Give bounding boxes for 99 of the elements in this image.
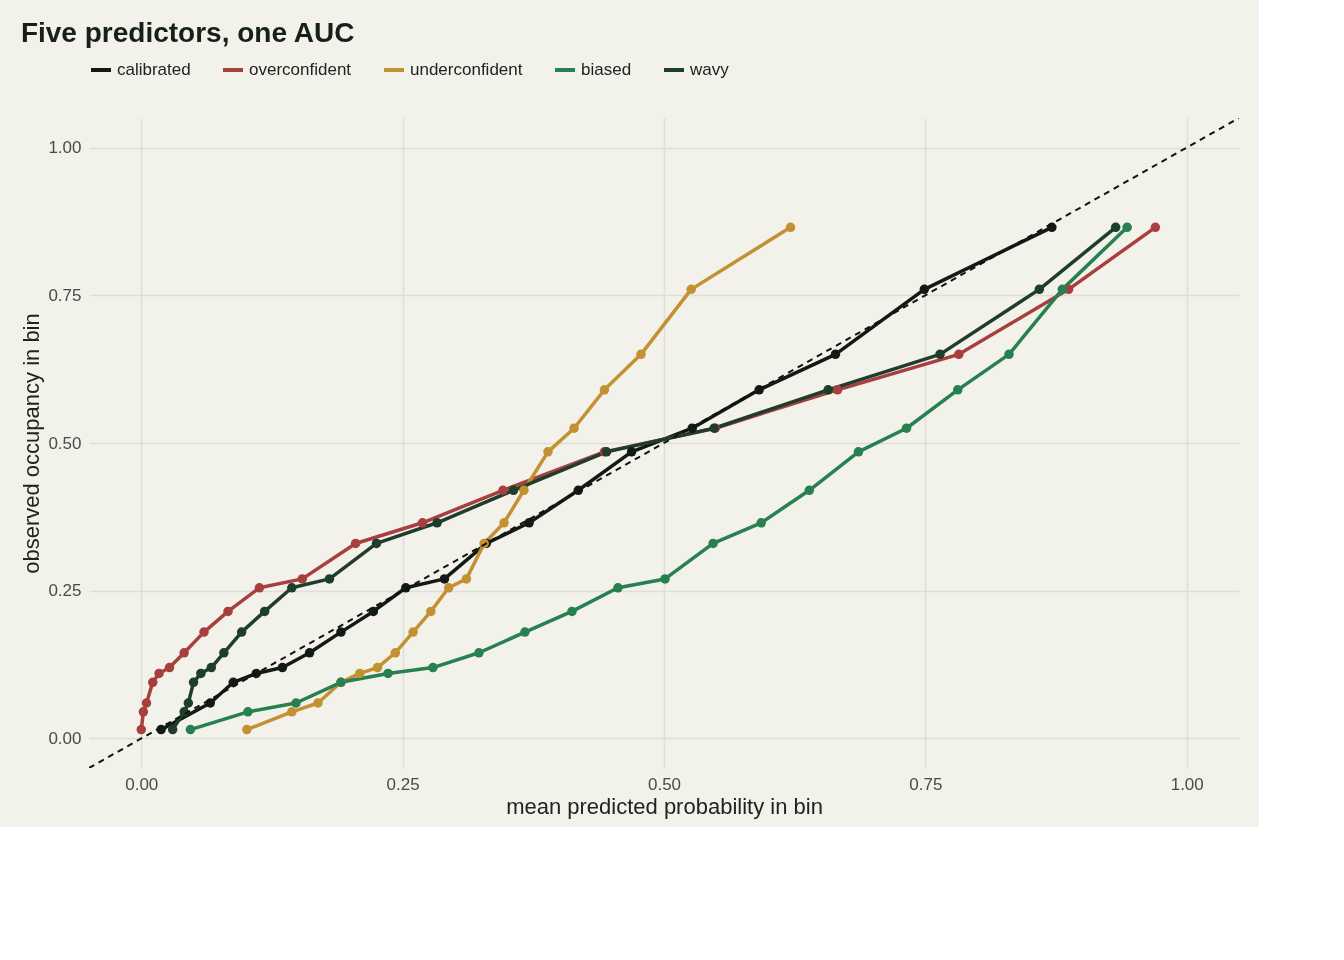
point: [259, 606, 270, 617]
point: [287, 707, 297, 717]
point: [708, 538, 718, 549]
point: [626, 447, 637, 457]
chart-title: Five predictors, one AUC: [20, 17, 355, 48]
point: [164, 662, 175, 673]
point: [1150, 222, 1161, 233]
y-tick-label: 0.00: [48, 728, 82, 748]
point: [297, 574, 308, 584]
x-tick-label: 0.00: [125, 774, 159, 794]
point: [304, 648, 315, 658]
point: [832, 385, 843, 395]
point: [1057, 284, 1068, 295]
point: [287, 583, 297, 593]
point: [426, 606, 436, 617]
point: [830, 349, 841, 360]
y-tick-label: 0.25: [48, 581, 82, 601]
point: [141, 698, 152, 708]
point: [199, 627, 209, 637]
point: [613, 583, 623, 593]
point: [474, 648, 484, 658]
point: [687, 423, 697, 433]
point: [179, 648, 189, 658]
point: [953, 385, 963, 395]
point: [804, 485, 815, 496]
point: [154, 668, 164, 679]
point: [291, 698, 301, 708]
point: [408, 627, 418, 637]
point: [242, 724, 252, 735]
x-tick-label: 1.00: [1170, 774, 1204, 794]
point: [519, 485, 529, 496]
point: [499, 518, 509, 528]
y-axis-title: observed occupancy in bin: [19, 313, 45, 574]
y-tick-label: 0.50: [48, 433, 82, 453]
legend-label: overconfident: [249, 60, 352, 79]
y-tick-label: 0.75: [48, 285, 82, 305]
point: [756, 518, 766, 528]
point: [428, 662, 438, 673]
point: [919, 284, 930, 295]
point: [243, 707, 253, 717]
legend-label: biased: [581, 60, 632, 79]
point: [1034, 284, 1045, 295]
point: [954, 349, 964, 360]
x-axis-title: mean predicted probability in bin: [506, 793, 823, 819]
point: [277, 662, 288, 673]
point: [355, 668, 365, 679]
point: [368, 606, 379, 617]
point: [439, 574, 450, 584]
point: [254, 583, 265, 593]
legend-label: calibrated: [117, 60, 191, 79]
point: [520, 627, 530, 637]
point: [324, 574, 335, 584]
point: [336, 627, 346, 637]
point: [148, 677, 158, 688]
point: [372, 662, 383, 673]
point: [823, 385, 833, 395]
point: [390, 648, 401, 658]
point: [371, 538, 382, 549]
point: [432, 518, 442, 528]
point: [461, 574, 472, 584]
point: [196, 668, 206, 679]
point: [901, 423, 912, 433]
legend-label: wavy: [689, 60, 730, 79]
point: [686, 284, 696, 295]
point: [660, 574, 670, 584]
point: [1110, 222, 1121, 233]
point: [223, 606, 233, 617]
legend-label: underconfident: [410, 60, 523, 79]
point: [636, 349, 646, 360]
point: [350, 538, 361, 549]
point: [569, 423, 579, 433]
point: [599, 385, 610, 395]
x-tick-label: 0.75: [909, 774, 943, 794]
point: [417, 518, 428, 528]
point: [567, 606, 577, 617]
point: [524, 518, 534, 528]
point: [138, 707, 149, 717]
point: [498, 485, 508, 496]
point: [136, 724, 147, 735]
point: [543, 447, 553, 457]
point: [167, 724, 178, 735]
point: [508, 485, 519, 496]
point: [935, 349, 945, 360]
point: [383, 668, 393, 679]
point: [313, 698, 323, 708]
y-tick-label: 1.00: [48, 138, 82, 158]
x-tick-label: 0.50: [647, 774, 682, 794]
point: [1122, 222, 1132, 233]
point: [785, 222, 796, 233]
point: [219, 648, 229, 658]
point: [206, 662, 217, 673]
point: [185, 724, 196, 735]
point: [1004, 349, 1014, 360]
x-tick-label: 0.25: [386, 774, 420, 794]
point: [236, 627, 247, 637]
point: [853, 447, 864, 457]
point: [188, 677, 199, 688]
point: [183, 698, 194, 708]
point: [443, 583, 454, 593]
